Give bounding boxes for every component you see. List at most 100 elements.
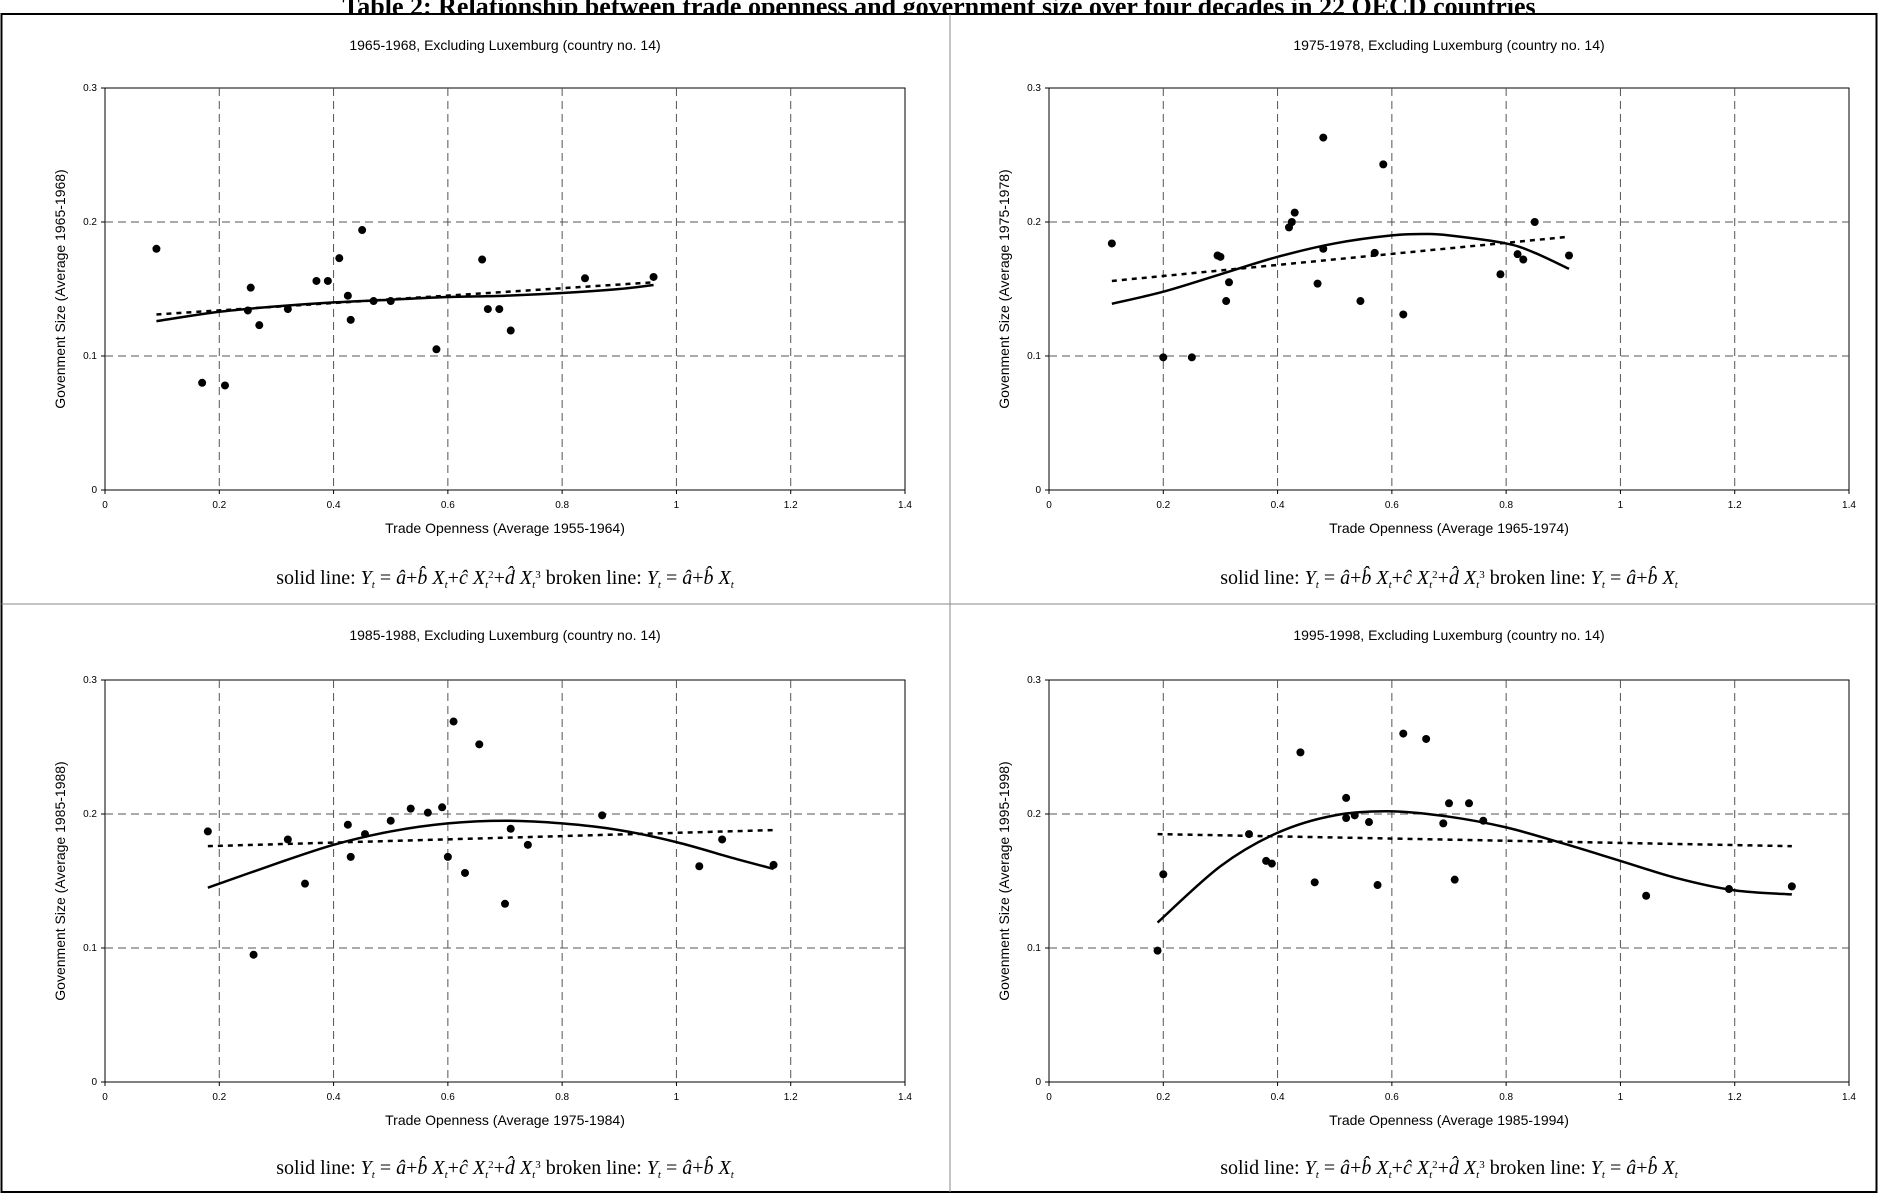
formula-X: X (515, 567, 533, 589)
formula-X: X (515, 1157, 533, 1179)
formula-sub-t: t (1602, 1169, 1606, 1181)
data-point (283, 835, 292, 844)
chart-panel-1995-1998: 1995-1998, Excluding Luxemburg (country … (996, 627, 1856, 1181)
formula-sub-t: t (532, 579, 536, 591)
data-point (475, 740, 484, 749)
formula-X: X (427, 567, 445, 589)
x-tick-label: 0.8 (1499, 500, 1513, 511)
x-tick-label: 0.8 (555, 1092, 569, 1103)
x-tick-label: 0.2 (212, 1092, 226, 1103)
formula-Y: Y (1591, 567, 1604, 589)
plot-area (1048, 87, 1850, 491)
data-point (1159, 353, 1168, 362)
data-point (438, 803, 447, 812)
data-point (283, 305, 292, 314)
x-tick-label: 0 (1046, 500, 1052, 511)
x-axis-label: Trade Openness (Average 1965-1974) (1329, 520, 1569, 536)
data-point (361, 830, 369, 839)
formula-plus: + (494, 1157, 505, 1179)
y-tick-label: 0.3 (1027, 83, 1041, 94)
formula-sub-t: t (1476, 579, 1480, 591)
data-point (406, 804, 415, 813)
data-point (432, 345, 441, 354)
broken-line-label: broken line: (541, 1157, 647, 1179)
formula-b: b̂ (1648, 1155, 1658, 1179)
data-point (1465, 799, 1473, 808)
y-tick-label: 0.1 (83, 351, 97, 362)
data-point (1342, 814, 1351, 823)
data-point (198, 378, 207, 387)
x-tick-label: 1.2 (784, 500, 798, 511)
data-point (152, 244, 161, 253)
data-point (301, 879, 309, 888)
formula-sub-t: t (372, 579, 376, 591)
x-tick-label: 0.4 (327, 500, 341, 511)
chart-title: 1975-1978, Excluding Luxemburg (country … (1293, 37, 1604, 53)
formula-sub-t: t (1316, 579, 1320, 591)
y-tick-label: 0.2 (83, 217, 97, 228)
data-point (1313, 279, 1322, 288)
data-point (346, 852, 355, 861)
formula-sub-t: t (1429, 579, 1433, 591)
y-tick-label: 0 (91, 1077, 97, 1088)
linear-fit-line (207, 828, 774, 848)
formula-equals: = (1605, 1157, 1626, 1179)
y-axis-label: Govenment Size (Average 1985-1988) (52, 761, 68, 1000)
solid-line-label: solid line: (1220, 1157, 1304, 1179)
y-tick-label: 0.3 (83, 675, 97, 686)
formula-Y: Y (361, 567, 374, 589)
formula-b: b̂ (704, 1155, 714, 1179)
x-tick-label: 0.8 (555, 500, 569, 511)
figure-border (0, 13, 1878, 1193)
data-point (598, 811, 607, 820)
formula-sub-t: t (1389, 579, 1393, 591)
x-tick-label: 0 (102, 500, 108, 511)
data-point (495, 305, 504, 314)
x-tick-label: 0.4 (327, 1092, 341, 1103)
x-axis-label: Trade Openness (Average 1985-1994) (1329, 1112, 1569, 1128)
formula-d: d̂ (1449, 1155, 1460, 1179)
chart-panel-1975-1978: 1975-1978, Excluding Luxemburg (country … (996, 37, 1856, 591)
x-tick-label: 0.2 (1156, 1092, 1170, 1103)
plot-area (104, 87, 906, 491)
formula-a: â (1626, 1157, 1636, 1179)
formula-Y: Y (361, 1157, 374, 1179)
cubic-fit-line (207, 819, 774, 889)
cubic-fit-line (1111, 232, 1570, 305)
formula-X: X (468, 1157, 486, 1179)
formula-plus: + (1350, 1157, 1361, 1179)
data-point (483, 305, 492, 314)
formula-plus: + (494, 567, 505, 589)
formula-X: X (1658, 1157, 1676, 1179)
formula-caption: solid line: Yt = â+b̂ Xt+ĉ Xt2+d̂ Xt3 br… (276, 1155, 735, 1181)
x-tick-label: 1.2 (1728, 1092, 1742, 1103)
formula-sub-t: t (1429, 1169, 1433, 1181)
formula-plus: + (448, 567, 459, 589)
formula-plus: + (406, 1157, 417, 1179)
formula-exp-2: 2 (1432, 569, 1438, 581)
x-tick-label: 0.6 (441, 1092, 455, 1103)
formula-exp-2: 2 (1432, 1159, 1438, 1171)
formula-X: X (1371, 1157, 1389, 1179)
data-point (1342, 793, 1351, 802)
x-axis-label: Trade Openness (Average 1955-1964) (385, 520, 625, 536)
formula-exp-3: 3 (535, 569, 541, 581)
data-point (1399, 729, 1408, 738)
x-axis-label: Trade Openness (Average 1975-1984) (385, 1112, 625, 1128)
cubic-fit-line (1156, 810, 1792, 924)
formula-X: X (427, 1157, 445, 1179)
data-point (461, 868, 469, 877)
formula-Y: Y (647, 1157, 660, 1179)
formula-equals: = (1605, 567, 1626, 589)
data-point (1350, 811, 1359, 820)
y-axis-label: Govenment Size (Average 1975-1978) (996, 169, 1012, 408)
data-point (1107, 239, 1116, 248)
data-point (506, 824, 515, 833)
formula-X: X (1658, 567, 1676, 589)
solid-line-label: solid line: (276, 1157, 360, 1179)
formula-exp-2: 2 (488, 1159, 494, 1171)
x-tick-label: 0.8 (1499, 1092, 1513, 1103)
formula-equals: = (375, 1157, 396, 1179)
formula-sub-t: t (1316, 1169, 1320, 1181)
data-point (1496, 270, 1505, 279)
